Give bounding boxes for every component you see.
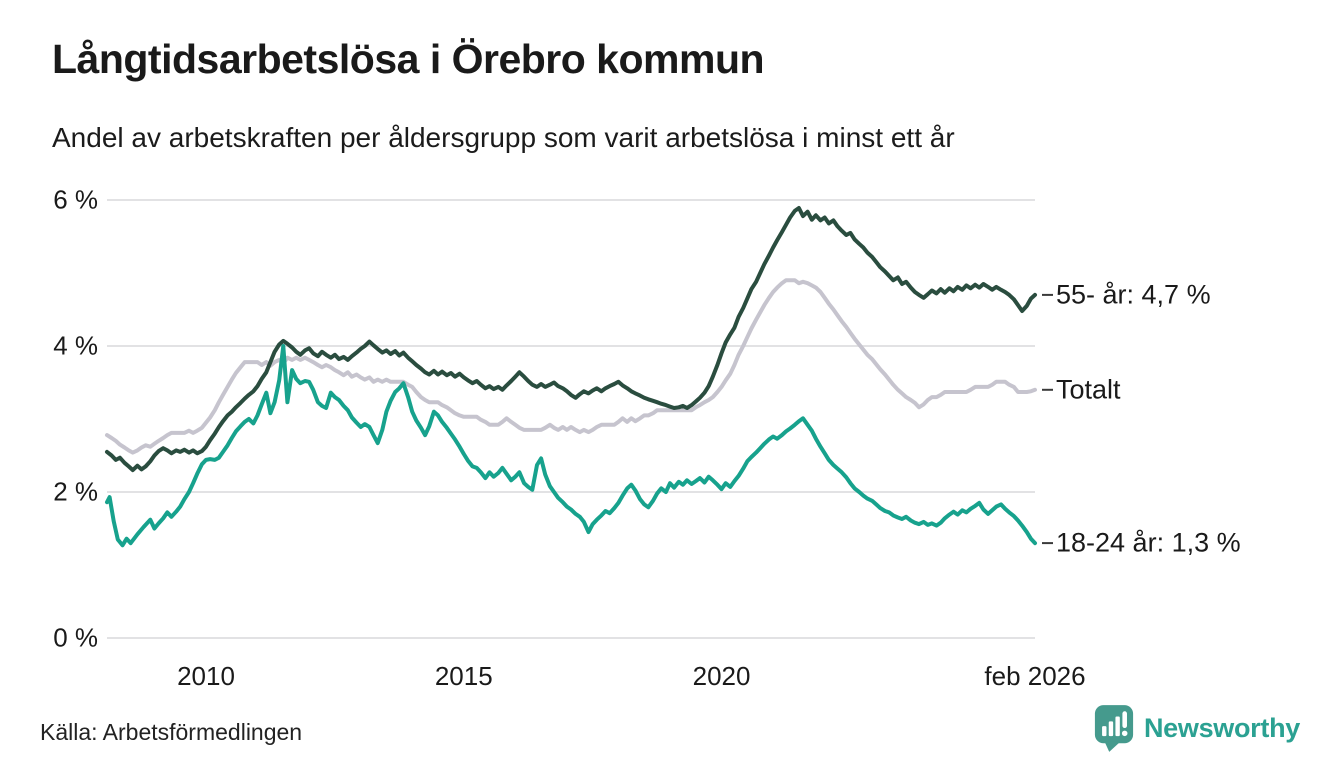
y-axis-tick-6: 6 % bbox=[53, 184, 98, 215]
chart-subtitle: Andel av arbetskraften per åldersgrupp s… bbox=[52, 122, 955, 153]
newsworthy-logo[interactable]: Newsworthy bbox=[1093, 703, 1300, 753]
page-title: Långtidsarbetslösa i Örebro kommun bbox=[52, 36, 765, 82]
y-axis-tick-0: 0 % bbox=[53, 622, 98, 653]
series-end-label-55-ar: 55- år: 4,7 % bbox=[1056, 279, 1211, 310]
source-note: Källa: Arbetsförmedlingen bbox=[40, 719, 303, 745]
y-axis-tick-4: 4 % bbox=[53, 330, 98, 361]
x-axis-tick-2020: 2020 bbox=[692, 661, 751, 691]
y-axis-tick-2: 2 % bbox=[53, 476, 98, 507]
series-line-55-ar bbox=[105, 206, 1037, 473]
x-axis-tick-feb-2026: feb 2026 bbox=[984, 661, 1086, 691]
series-end-label-18-24-ar: 18-24 år: 1,3 % bbox=[1056, 527, 1241, 558]
x-axis-tick-2010: 2010 bbox=[177, 661, 235, 691]
series-end-label-totalt: Totalt bbox=[1056, 374, 1121, 405]
series-line-totalt bbox=[105, 278, 1037, 455]
x-axis-tick-2015: 2015 bbox=[434, 661, 493, 691]
series-line-18-24-ar bbox=[105, 344, 1037, 548]
newsworthy-logo-icon bbox=[1093, 703, 1135, 753]
newsworthy-wordmark: Newsworthy bbox=[1143, 712, 1300, 743]
